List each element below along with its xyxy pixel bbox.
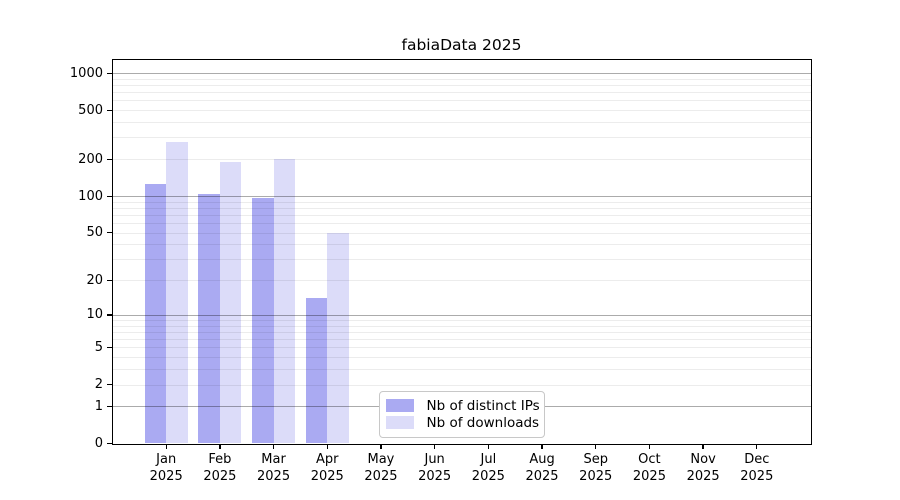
legend-item-downloads: Nb of downloads — [385, 415, 539, 431]
bar-downloads-feb-2025 — [219, 162, 242, 444]
x-tick-label-jan-2025: Jan 2025 — [149, 451, 183, 484]
gridline-900 — [112, 78, 811, 80]
gridline-500 — [112, 110, 811, 112]
gridline-1000 — [112, 73, 811, 74]
gridline-50 — [112, 232, 811, 234]
y-tick-mark-200 — [107, 158, 112, 160]
bar-ips-jan-2025 — [144, 183, 167, 444]
gridline-90 — [112, 201, 811, 203]
gridline-4 — [112, 357, 811, 359]
legend: Nb of distinct IPs Nb of downloads — [378, 390, 545, 438]
y-tick-label-5: 5 — [94, 339, 103, 355]
gridline-9 — [112, 320, 811, 322]
gridline-80 — [112, 207, 811, 209]
y-tick-label-500: 500 — [78, 102, 103, 118]
gridline-600 — [112, 100, 811, 102]
y-tick-mark-5 — [107, 346, 112, 349]
gridline-60 — [112, 223, 811, 225]
x-tick-label-oct-2025: Oct 2025 — [632, 451, 666, 484]
gridline-700 — [112, 92, 811, 94]
gridline-40 — [112, 244, 811, 246]
y-tick-mark-2 — [107, 384, 112, 386]
y-tick-mark-1000 — [107, 72, 112, 74]
bar-downloads-jan-2025 — [166, 141, 188, 444]
gridline-100 — [112, 196, 811, 197]
gridline-800 — [112, 84, 811, 86]
gridline-6 — [112, 339, 811, 341]
x-tick-mark-feb-2025 — [219, 444, 221, 449]
y-tick-mark-1 — [107, 405, 112, 408]
gridline-8 — [112, 325, 811, 327]
legend-item-distinct-ips: Nb of distinct IPs — [385, 398, 540, 414]
gridline-5 — [112, 347, 811, 349]
gridline-300 — [112, 137, 811, 139]
chart-title: fabiaData 2025 — [401, 36, 522, 54]
gridline-400 — [112, 122, 811, 124]
y-tick-label-2: 2 — [94, 377, 103, 393]
bar-ips-apr-2025 — [305, 298, 328, 444]
bar-ips-feb-2025 — [198, 193, 220, 444]
gridline-20 — [112, 280, 811, 282]
gridline-2 — [112, 384, 811, 386]
y-tick-label-50: 50 — [86, 225, 103, 241]
x-tick-mark-oct-2025 — [648, 444, 651, 449]
y-tick-label-200: 200 — [78, 151, 103, 167]
x-tick-mark-may-2025 — [380, 444, 382, 449]
y-tick-label-20: 20 — [86, 272, 103, 288]
bar-ips-mar-2025 — [252, 197, 274, 444]
y-tick-label-100: 100 — [78, 188, 103, 204]
x-tick-label-dec-2025: Dec 2025 — [740, 451, 774, 484]
x-tick-mark-jul-2025 — [487, 444, 489, 449]
gridline-10 — [112, 314, 811, 316]
plot-area — [111, 58, 812, 445]
x-tick-label-jun-2025: Jun 2025 — [418, 451, 452, 484]
x-tick-mark-mar-2025 — [272, 444, 275, 449]
x-tick-label-sep-2025: Sep 2025 — [579, 451, 613, 484]
x-tick-label-jul-2025: Jul 2025 — [471, 451, 505, 484]
x-tick-label-feb-2025: Feb 2025 — [203, 451, 237, 484]
y-tick-label-1000: 1000 — [69, 65, 103, 81]
x-tick-mark-apr-2025 — [326, 444, 328, 449]
x-tick-label-aug-2025: Aug 2025 — [525, 451, 559, 484]
x-tick-mark-sep-2025 — [595, 444, 597, 449]
gridline-70 — [112, 214, 811, 216]
x-tick-mark-dec-2025 — [756, 444, 758, 449]
x-tick-label-nov-2025: Nov 2025 — [686, 451, 720, 484]
y-tick-mark-10 — [107, 314, 112, 316]
x-tick-mark-jun-2025 — [434, 444, 436, 449]
bar-downloads-mar-2025 — [273, 159, 296, 444]
y-tick-mark-500 — [107, 109, 112, 111]
x-tick-label-mar-2025: Mar 2025 — [257, 451, 291, 484]
x-tick-mark-nov-2025 — [702, 444, 704, 449]
legend-label: Nb of distinct IPs — [426, 397, 540, 414]
legend-label: Nb of downloads — [426, 414, 540, 431]
y-tick-label-10: 10 — [86, 307, 103, 323]
x-tick-mark-aug-2025 — [541, 444, 543, 449]
y-tick-mark-100 — [107, 195, 112, 197]
gridline-30 — [112, 259, 811, 261]
x-tick-mark-jan-2025 — [165, 444, 167, 449]
y-tick-label-0: 0 — [94, 436, 103, 451]
gridline-7 — [112, 331, 811, 333]
bar-downloads-apr-2025 — [327, 232, 349, 444]
y-tick-mark-20 — [107, 279, 112, 282]
x-tick-label-apr-2025: Apr 2025 — [310, 451, 344, 484]
y-tick-label-1: 1 — [94, 398, 103, 414]
y-tick-mark-50 — [107, 232, 112, 234]
y-tick-mark-0 — [107, 443, 112, 445]
legend-swatch-distinct-ips — [385, 399, 414, 412]
x-tick-label-may-2025: May 2025 — [364, 451, 398, 484]
legend-swatch-downloads — [385, 416, 414, 429]
gridline-200 — [112, 159, 811, 161]
gridline-3 — [112, 369, 811, 371]
